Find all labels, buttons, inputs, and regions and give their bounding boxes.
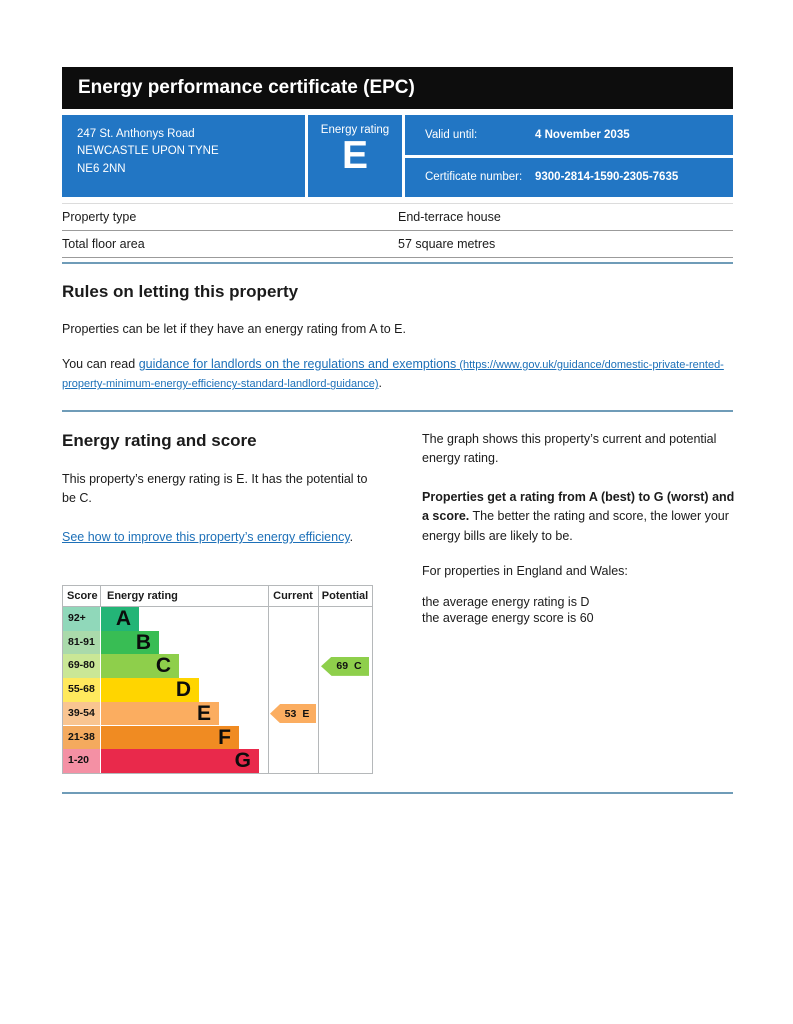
rules-paragraph-2-prefix: You can read [62,357,139,371]
potential-rating-arrow-score: 69 [336,660,349,673]
valid-until-row: Valid until: 4 November 2035 [405,115,733,155]
landlord-guidance-link-text: guidance for landlords on the regulation… [138,357,457,371]
certificate-number-value: 9300-2814-1590-2305-7635 [535,171,679,184]
summary-divider-2 [402,115,405,197]
score-range-cell-a: 92+ [63,607,100,631]
rating-band-bar-g: G [101,749,259,773]
rating-band-bar-a: A [101,607,139,631]
rating-explanation-rest: The better the rating and score, the low… [422,509,729,543]
epc-chart: Score Energy rating Current Potential 92… [62,585,373,774]
score-range-cell-g: 1-20 [63,749,100,773]
rating-band-bar-b: B [101,630,159,655]
chart-header-potential: Potential [321,590,369,602]
rules-paragraph-2: You can read guidance for landlords on t… [62,355,733,394]
address-line-1: 247 St. Anthonys Road [77,128,195,140]
rules-paragraph-2-suffix: . [378,376,382,391]
energy-rating-badge: Energy rating E [308,115,402,197]
potential-rating-arrow: 69 C [321,656,369,676]
section-divider [62,410,733,412]
score-range-cell-f: 21-38 [63,725,100,750]
table-row: Total floor area 57 square metres [62,231,733,258]
valid-until-value: 4 November 2035 [535,128,630,141]
graph-intro-paragraph: The graph shows this property’s current … [422,432,717,466]
certificate-details: Valid until: 4 November 2035 Certificate… [405,115,733,197]
rating-band-bar-e: E [101,701,219,726]
floor-area-value: 57 square metres [398,237,496,251]
chart-header-current: Current [273,590,313,602]
chart-header-score: Score [67,590,98,602]
page-title: Energy performance certificate (EPC) [62,67,733,109]
rules-heading: Rules on letting this property [62,282,299,301]
rules-paragraph-1: Properties can be let if they have an en… [62,322,406,336]
floor-area-label: Total floor area [62,237,145,251]
rating-explanation-bold: Properties get a rating from A (best) to… [422,490,735,524]
score-range-cell-c: 69-80 [63,654,100,679]
improve-paragraph: See how to improve this property’s energ… [62,528,374,547]
summary-divider-1 [305,115,308,197]
rating-explanation-paragraph: Properties get a rating from A (best) to… [422,488,735,546]
certificate-number-row: Certificate number: 9300-2814-1590-2305-… [405,154,733,198]
table-row: Property type End-terrace house [62,203,733,231]
property-address: 247 St. Anthonys Road NEWCASTLE UPON TYN… [62,115,305,197]
certificate-summary-panel: 247 St. Anthonys Road NEWCASTLE UPON TYN… [62,115,733,197]
landlord-guidance-link[interactable]: guidance for landlords on the regulation… [62,357,724,390]
score-range-cell-e: 39-54 [63,701,100,726]
current-rating-arrow-letter: E [302,707,310,720]
average-rating-line: the average energy rating is D [422,595,590,609]
average-stats: the average energy rating is D the avera… [422,595,735,626]
rating-band-bar-f: F [101,725,239,750]
valid-until-label: Valid until: [425,128,478,141]
score-range-cell-b: 81-91 [63,630,100,655]
property-type-value: End-terrace house [398,210,501,224]
chart-header-energy-rating: Energy rating [107,590,178,602]
landlord-guidance-link-url: (https://www.gov.uk/guidance/domestic-pr… [62,359,724,391]
address-line-3: NE6 2NN [77,162,126,175]
rating-band-bar-c: C [101,654,179,679]
chart-column-line-score [100,586,101,606]
section-divider [62,262,733,264]
property-facts-table: Property type End-terrace house Total fl… [62,203,733,258]
certificate-number-label: Certificate number: [425,171,523,184]
rating-band-bar-d: D [101,678,199,702]
improve-efficiency-link[interactable]: See how to improve this property’s energ… [62,530,350,544]
current-rating-arrow-score: 53 [284,707,297,720]
improve-paragraph-suffix: . [349,530,354,544]
rating-summary-paragraph: This property’s energy rating is E. It h… [62,472,368,506]
england-wales-paragraph: For properties in England and Wales: [422,564,628,578]
chart-column-line-potential [318,586,319,773]
section-divider [62,792,733,794]
energy-rating-heading: Energy rating and score [62,431,257,450]
score-range-cell-d: 55-68 [63,678,100,702]
potential-rating-arrow-letter: C [354,660,362,673]
energy-rating-label: Energy rating [320,124,390,136]
chart-column-line-current [268,586,269,773]
property-type-label: Property type [62,210,137,224]
chart-header-underline [63,606,372,607]
address-line-2: NEWCASTLE UPON TYNE [77,145,219,158]
current-rating-arrow: 53 E [270,704,316,724]
average-score-line: the average energy score is 60 [422,610,594,625]
energy-rating-value: E [341,134,368,177]
